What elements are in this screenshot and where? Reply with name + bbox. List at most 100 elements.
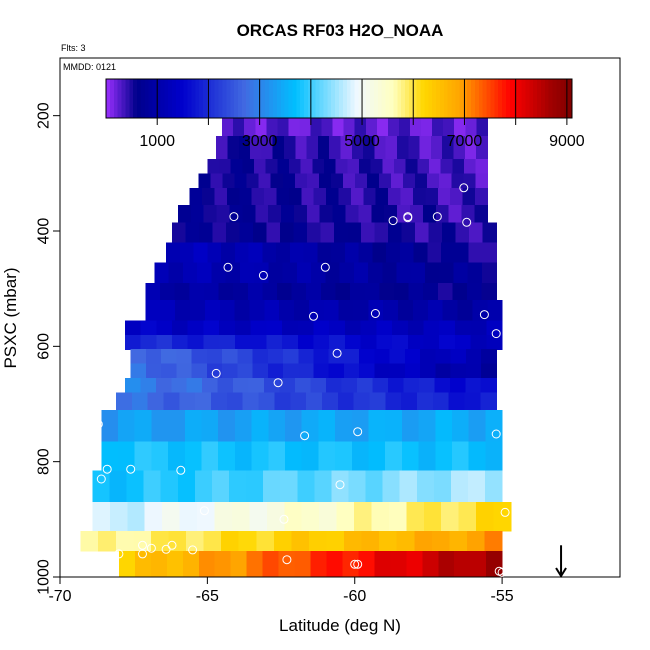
- heatmap-cell: [375, 187, 389, 206]
- colorbar-segment: [420, 79, 425, 118]
- heatmap-cell: [168, 262, 184, 284]
- heatmap-cell: [284, 409, 303, 443]
- heatmap-cell: [179, 392, 196, 411]
- heatmap-cell: [475, 158, 488, 174]
- heatmap-cell: [374, 551, 391, 578]
- heatmap-cell: [423, 334, 440, 350]
- heatmap-cell: [301, 409, 319, 443]
- colorbar-segment: [401, 79, 406, 118]
- heatmap-cell: [184, 441, 203, 471]
- heatmap-cell: [268, 409, 286, 443]
- colorbar-segment: [482, 79, 488, 118]
- heatmap-cell: [468, 409, 486, 443]
- heatmap-cell: [201, 409, 219, 443]
- heatmap-cell: [353, 300, 369, 321]
- colorbar-segment: [443, 79, 449, 118]
- heatmap-cell: [144, 502, 163, 532]
- colorbar-segment: [307, 79, 313, 118]
- heatmap-cell: [101, 409, 119, 443]
- heatmap-cell: [204, 300, 221, 321]
- heatmap-cell: [474, 205, 488, 223]
- colorbar-segment: [525, 79, 530, 118]
- heatmap-cell: [353, 392, 371, 411]
- heatmap-cell: [177, 205, 192, 223]
- colorbar-segment: [269, 79, 274, 118]
- heatmap-cell: [211, 470, 230, 503]
- heatmap-cell: [263, 470, 281, 503]
- colorbar-segment: [315, 79, 321, 118]
- heatmap-cell: [372, 242, 387, 264]
- heatmap-cell: [226, 187, 240, 206]
- heatmap-cell: [363, 135, 375, 160]
- heatmap-cell: [385, 409, 403, 443]
- heatmap-cell: [368, 409, 386, 443]
- colorbar-segment: [272, 79, 278, 118]
- heatmap-cell: [442, 222, 457, 244]
- colorbar-segment: [331, 79, 336, 118]
- heatmap-cell: [248, 242, 263, 264]
- heatmap-cell: [282, 334, 299, 350]
- colorbar-segment: [214, 79, 220, 118]
- heatmap-cell: [313, 349, 330, 365]
- sample-point: [403, 213, 413, 223]
- heatmap-cell: [249, 502, 268, 532]
- heatmap-cell: [485, 441, 503, 471]
- heatmap-cell: [313, 334, 330, 350]
- heatmap-cell: [453, 262, 469, 284]
- heatmap-cell: [435, 441, 453, 471]
- heatmap-cell: [294, 551, 312, 578]
- heatmap-cell: [289, 158, 302, 174]
- heatmap-cell: [437, 187, 451, 206]
- heatmap-cell: [493, 502, 512, 532]
- sample-point: [102, 464, 112, 474]
- heatmap-cell: [268, 205, 282, 223]
- heatmap-cell: [254, 262, 269, 284]
- colorbar-segment: [529, 79, 534, 118]
- heatmap-cell: [365, 470, 384, 503]
- heatmap-cell: [392, 334, 409, 350]
- heatmap-cell: [201, 441, 219, 471]
- colorbar-segment: [234, 79, 239, 118]
- heatmap-cell: [199, 222, 214, 244]
- heatmap-cell: [203, 320, 220, 336]
- heatmap-cell: [284, 135, 296, 160]
- heatmap-cell: [297, 470, 315, 503]
- heatmap-cell: [264, 378, 281, 394]
- heatmap-cell: [476, 502, 495, 532]
- heatmap-cell: [474, 187, 488, 206]
- colorbar-segment: [195, 79, 200, 118]
- heatmap-cell: [338, 300, 355, 321]
- heatmap-cell: [172, 334, 189, 350]
- heatmap-cell: [428, 222, 443, 244]
- heatmap-cell: [230, 551, 248, 578]
- heatmap-cell: [435, 349, 452, 365]
- heatmap-cell: [219, 300, 236, 321]
- sample-point: [353, 427, 363, 437]
- sample-point: [188, 545, 198, 555]
- heatmap-cell: [145, 363, 162, 379]
- colorbar-segment: [311, 79, 317, 118]
- heatmap-cell: [116, 392, 133, 411]
- heatmap-cell: [404, 349, 421, 365]
- heatmap-cell: [476, 135, 488, 160]
- heatmap-cell: [295, 378, 312, 394]
- heatmap-cell: [412, 300, 429, 321]
- heatmap-cell: [470, 320, 487, 336]
- heatmap-cell: [293, 205, 308, 223]
- heatmap-cell: [130, 363, 147, 379]
- heatmap-cell: [207, 158, 220, 174]
- sample-point: [320, 262, 330, 272]
- heatmap-cell: [417, 158, 430, 174]
- heatmap-cell: [155, 378, 172, 394]
- heatmap-cell: [353, 262, 369, 284]
- heatmap-cell: [290, 392, 307, 411]
- heatmap-cell: [418, 441, 436, 471]
- sample-point: [300, 431, 310, 441]
- heatmap-cell: [442, 135, 455, 160]
- heatmap-cell: [202, 378, 219, 394]
- heatmap-cell: [415, 173, 428, 189]
- heatmap-cell: [234, 242, 250, 264]
- heatmap-cell: [313, 320, 330, 336]
- y-tick-label: 600: [36, 333, 53, 360]
